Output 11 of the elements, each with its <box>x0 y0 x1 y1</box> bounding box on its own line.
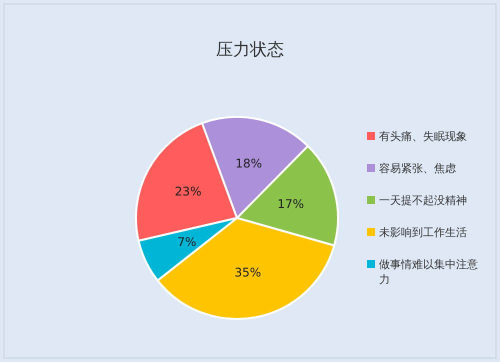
legend-label: 一天提不起没精神 <box>379 194 467 207</box>
legend-label: 有头痛、失眠现象 <box>379 130 467 143</box>
legend-label: 未影响到工作生活 <box>379 226 467 239</box>
data-label: 35% <box>234 265 262 280</box>
data-label: 23% <box>174 184 202 199</box>
data-label: 18% <box>235 156 262 171</box>
legend-label: 做事情难以集中注意力 <box>379 258 478 286</box>
chart-title: 压力状态 <box>216 40 284 60</box>
data-label: 7% <box>177 235 196 249</box>
legend-label: 容易紧张、焦虑 <box>379 162 456 175</box>
data-label: 17% <box>277 196 304 211</box>
